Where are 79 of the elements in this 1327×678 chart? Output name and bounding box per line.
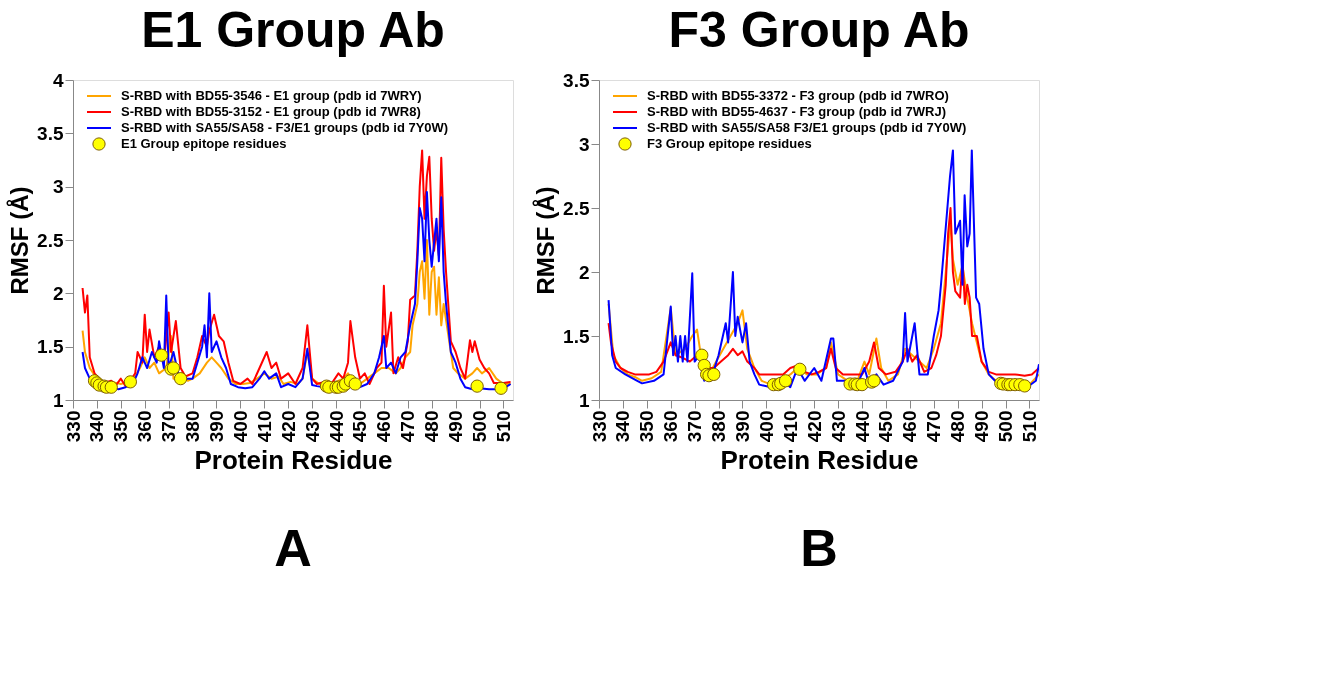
x-tick-label: 360	[660, 410, 682, 443]
y-tick-label: 1	[52, 389, 64, 411]
x-tick-label: 370	[158, 410, 180, 443]
legend-label: S-RBD with BD55-3152 - E1 group (pdb id 7WR8)	[121, 104, 421, 119]
point	[793, 362, 807, 376]
x-tick-label: 450	[875, 410, 897, 443]
x-tick-label: 480	[947, 410, 969, 443]
y-tick-label: 3.5	[37, 122, 64, 144]
legend-label: F3 Group epitope residues	[647, 136, 812, 151]
text: B	[800, 519, 838, 577]
x-tick-label: 440	[325, 410, 347, 443]
y-tick-label: 1	[578, 389, 590, 411]
point	[494, 381, 508, 395]
point	[123, 375, 138, 389]
x-tick-label: 430	[827, 410, 849, 443]
y-tick-label: 3.5	[563, 69, 590, 91]
text: A	[274, 519, 312, 577]
point	[348, 377, 362, 391]
y-tick-label: 3	[52, 176, 64, 198]
y-tick-label: 1.5	[563, 325, 590, 347]
x-tick-label: 390	[731, 410, 753, 443]
y-tick-label: 2	[52, 282, 64, 304]
x-tick-label: 490	[445, 410, 467, 443]
x-tick-label: 420	[277, 410, 299, 443]
y-axis-title: RMSF (Å)	[532, 186, 560, 295]
x-tick-label: 410	[253, 410, 275, 443]
legend-label: S-RBD with BD55-4637 - F3 group (pdb id 7WRJ)	[647, 104, 947, 119]
x-tick-label: 490	[971, 410, 993, 443]
x-tick-label: 500	[995, 410, 1017, 443]
x-tick-label: 340	[612, 410, 634, 443]
x-tick-label: 380	[182, 410, 204, 443]
x-tick-label: 460	[373, 410, 395, 443]
point	[695, 348, 709, 362]
x-tick-label: 350	[110, 410, 132, 443]
x-tick-label: 330	[62, 410, 84, 443]
x-axis-title: Protein Residue	[720, 445, 919, 476]
x-tick-label: 440	[851, 410, 873, 443]
x-tick-label: 410	[779, 410, 801, 443]
x-tick-label: 360	[134, 410, 156, 443]
x-tick-label: 370	[684, 410, 706, 443]
y-tick-label: 4	[52, 69, 64, 91]
legend-label: E1 Group epitope residues	[121, 136, 287, 151]
x-tick-label: 340	[86, 410, 108, 443]
x-tick-label: 380	[708, 410, 730, 443]
y-tick-label: 2	[578, 261, 590, 283]
x-tick-label: 350	[636, 410, 658, 443]
point	[778, 374, 793, 388]
x-tick-label: 470	[397, 410, 419, 443]
x-axis-title: Protein Residue	[194, 445, 393, 476]
chart-title: E1 Group Ab	[141, 2, 445, 58]
x-tick-label: 400	[755, 410, 777, 443]
x-tick-label: 450	[349, 410, 371, 443]
x-tick-label: 400	[229, 410, 251, 443]
point	[1018, 379, 1032, 393]
point	[104, 380, 118, 394]
legend-label: S-RBD with SA55/SA58 - F3/E1 groups (pdb id 7Y0W)	[121, 120, 449, 135]
y-tick-label: 2.5	[563, 197, 590, 219]
point	[707, 367, 721, 382]
x-tick-label: 430	[301, 410, 323, 443]
x-tick-label: 460	[899, 410, 921, 443]
y-axis-title: RMSF (Å)	[6, 186, 34, 295]
y-tick-label: 2.5	[37, 229, 64, 251]
x-tick-label: 480	[421, 410, 443, 443]
point	[154, 348, 169, 362]
x-tick-label: 330	[588, 410, 610, 443]
legend-label: S-RBD with BD55-3546 - E1 group (pdb id 7WRY)	[121, 88, 422, 103]
x-tick-label: 390	[205, 410, 227, 443]
point	[470, 379, 484, 393]
y-tick-label: 1.5	[37, 336, 64, 358]
x-tick-label: 510	[1018, 410, 1040, 443]
legend-label: S-RBD with SA55/SA58 F3/E1 groups (pdb id 7Y0W)	[647, 120, 967, 135]
x-tick-label: 500	[469, 410, 491, 443]
x-tick-label: 420	[803, 410, 825, 443]
legend-label: S-RBD with BD55-3372 - F3 group (pdb id 7WRO)	[647, 88, 949, 103]
point	[173, 372, 188, 386]
x-tick-label: 470	[923, 410, 945, 443]
y-tick-label: 3	[578, 133, 590, 155]
x-tick-label: 510	[492, 410, 514, 443]
chart-title: F3 Group Ab	[668, 2, 970, 58]
